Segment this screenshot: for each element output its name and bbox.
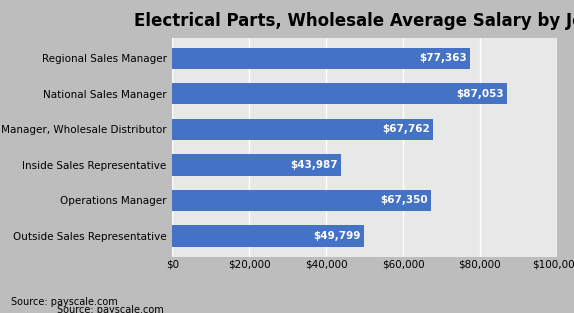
Bar	[172, 119, 433, 140]
Bar	[172, 154, 342, 176]
Bar	[172, 225, 364, 247]
Bar	[172, 190, 431, 211]
Bar	[172, 48, 470, 69]
Bar	[172, 83, 507, 105]
Title: Electrical Parts, Wholesale Average Salary by Job: Electrical Parts, Wholesale Average Sala…	[134, 13, 574, 30]
Text: $49,799: $49,799	[313, 231, 360, 241]
Text: $77,363: $77,363	[419, 53, 467, 63]
Text: Source: payscale.com: Source: payscale.com	[57, 305, 164, 313]
Text: $87,053: $87,053	[456, 89, 504, 99]
Text: $43,987: $43,987	[290, 160, 338, 170]
Text: Source: payscale.com: Source: payscale.com	[11, 297, 118, 307]
Text: $67,350: $67,350	[381, 195, 428, 205]
Text: $67,762: $67,762	[382, 124, 430, 134]
